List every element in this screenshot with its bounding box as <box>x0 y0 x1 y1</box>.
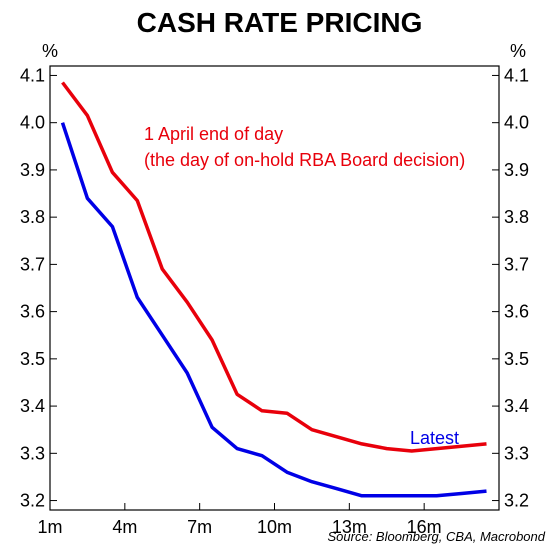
x-tick-label: 13m <box>332 517 367 537</box>
y-axis-unit-right: % <box>510 41 526 61</box>
y-tick-label-right: 3.5 <box>504 349 529 369</box>
y-tick-label-left: 3.3 <box>20 443 45 463</box>
y-axis-unit-left: % <box>42 41 58 61</box>
annotation-latest: Latest <box>410 428 459 448</box>
x-tick-label: 1m <box>37 517 62 537</box>
y-tick-label-left: 4.0 <box>20 113 45 133</box>
y-tick-label-right: 3.7 <box>504 254 529 274</box>
y-tick-label-right: 3.4 <box>504 396 529 416</box>
x-axis: 1m 4m 7m 10m 13m 16m <box>37 503 442 537</box>
y-tick-label-right: 3.9 <box>504 160 529 180</box>
x-tick-label: 10m <box>257 517 292 537</box>
y-tick-label-right: 3.6 <box>504 302 529 322</box>
y-tick-label-right: 3.8 <box>504 207 529 227</box>
x-tick-label: 7m <box>187 517 212 537</box>
series-layer <box>60 81 487 498</box>
y-axis: 3.2 3.2 3.3 3.3 3.4 3.4 3.5 3.5 3.6 3.6 3.7 3.7 3.8 3… <box>20 65 529 510</box>
y-tick-label-left: 3.7 <box>20 254 45 274</box>
y-tick-label-left: 3.5 <box>20 349 45 369</box>
y-tick-label-left: 3.8 <box>20 207 45 227</box>
y-tick-label-left: 4.1 <box>20 65 45 85</box>
y-tick-label-right: 4.0 <box>504 113 529 133</box>
y-tick-label-right: 3.3 <box>504 443 529 463</box>
series-line-april-1 <box>61 81 487 453</box>
y-tick-label-left: 3.9 <box>20 160 45 180</box>
y-tick-label-left: 3.2 <box>20 491 45 511</box>
y-tick-label-left: 3.6 <box>20 302 45 322</box>
y-tick-label-left: 3.4 <box>20 396 45 416</box>
y-tick-label-right: 4.1 <box>504 65 529 85</box>
chart-title: CASH RATE PRICING <box>137 7 423 38</box>
annotation-april-line2: (the day of on-hold RBA Board decision) <box>144 150 465 170</box>
y-tick-label-right: 3.2 <box>504 491 529 511</box>
x-tick-label: 4m <box>112 517 137 537</box>
annotation-april-line1: 1 April end of day <box>144 124 283 144</box>
x-tick-label: 16m <box>407 517 442 537</box>
source-note: Source: Bloomberg, CBA, Macrobond <box>328 529 546 544</box>
series-line-latest <box>60 122 487 498</box>
